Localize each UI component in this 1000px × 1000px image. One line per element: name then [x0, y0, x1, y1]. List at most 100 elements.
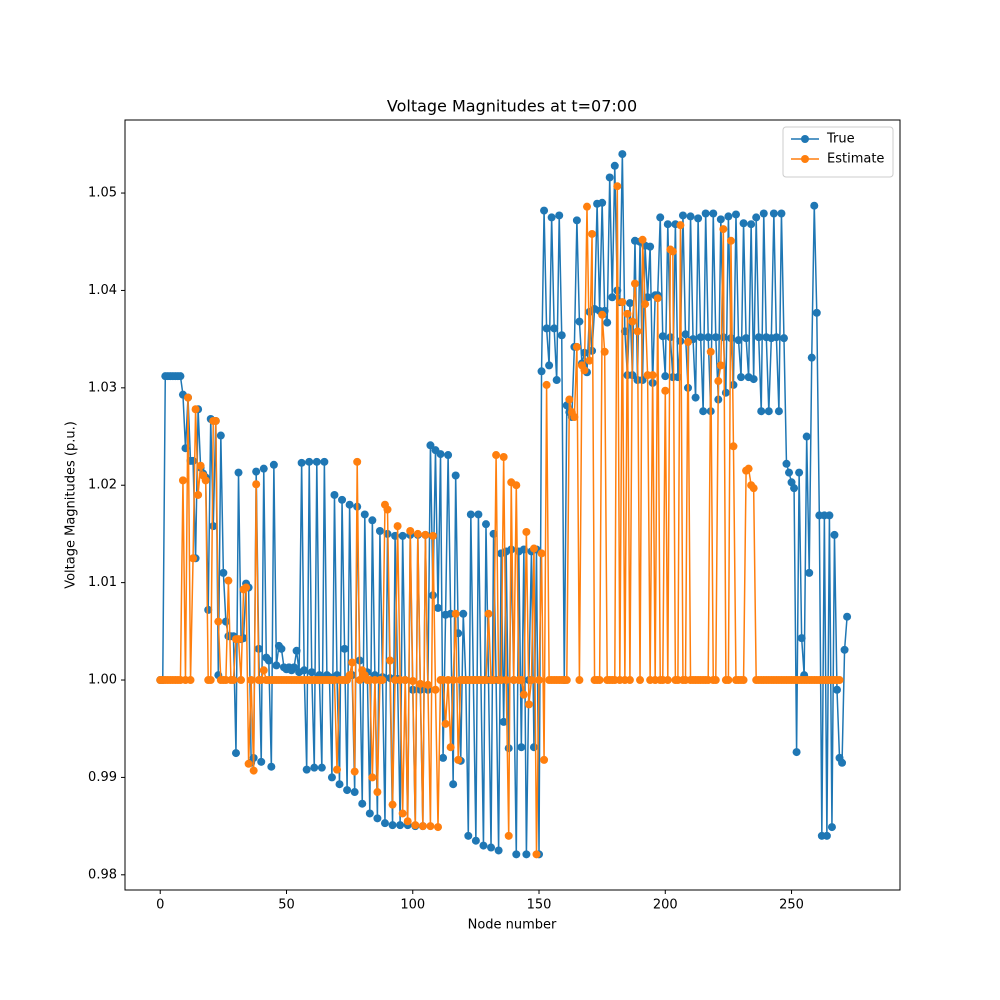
data-point	[338, 495, 347, 504]
data-point	[777, 209, 786, 218]
data-point	[572, 342, 581, 351]
data-point	[403, 817, 412, 826]
data-point	[444, 451, 453, 460]
data-point	[790, 484, 799, 493]
data-point	[668, 247, 677, 256]
y-tick-label: 1.01	[88, 575, 117, 590]
data-point	[454, 755, 463, 764]
data-point	[451, 609, 460, 618]
data-point	[711, 676, 720, 685]
data-point	[418, 822, 427, 831]
data-point	[186, 676, 195, 685]
data-point	[724, 676, 733, 685]
y-tick-label: 0.98	[88, 867, 117, 882]
data-point	[426, 822, 435, 831]
data-point	[628, 317, 637, 326]
data-point	[686, 212, 695, 221]
data-point	[774, 407, 783, 416]
data-point	[330, 490, 339, 499]
data-point	[449, 676, 458, 685]
data-point	[757, 407, 766, 416]
data-point	[694, 214, 703, 223]
data-point	[656, 213, 665, 222]
data-point	[300, 666, 309, 675]
data-point	[434, 603, 443, 612]
data-point	[719, 225, 728, 234]
data-point	[618, 298, 627, 307]
data-point	[176, 372, 185, 381]
data-point	[466, 510, 475, 519]
data-point	[431, 685, 440, 694]
data-point	[769, 209, 778, 218]
data-point	[711, 333, 720, 342]
data-point	[257, 757, 266, 766]
x-tick-label: 250	[779, 898, 804, 913]
legend-marker	[801, 155, 809, 163]
data-point	[731, 210, 740, 219]
data-point	[441, 719, 450, 728]
data-point	[608, 293, 617, 302]
data-point	[807, 353, 816, 362]
data-point	[264, 656, 273, 665]
data-point	[401, 676, 410, 685]
data-point	[759, 209, 768, 218]
data-point	[610, 161, 619, 170]
data-point	[661, 386, 670, 395]
data-point	[663, 676, 672, 685]
data-point	[393, 522, 402, 531]
data-point	[598, 198, 607, 207]
data-point	[678, 211, 687, 220]
data-point	[214, 617, 223, 626]
data-point	[729, 442, 738, 451]
data-point	[269, 460, 278, 469]
y-tick-label: 0.99	[88, 770, 117, 785]
data-point	[522, 850, 531, 859]
data-point	[416, 679, 425, 688]
data-point	[724, 212, 733, 221]
data-point	[365, 809, 374, 818]
data-point	[805, 568, 814, 577]
data-point	[843, 612, 852, 621]
legend-marker	[801, 135, 809, 143]
data-point	[375, 527, 384, 536]
data-point	[408, 676, 417, 685]
data-point	[588, 229, 597, 238]
data-point	[451, 471, 460, 480]
data-point	[747, 220, 756, 229]
data-point	[434, 823, 443, 832]
data-point	[249, 766, 258, 775]
x-tick-label: 100	[400, 898, 425, 913]
data-point	[252, 480, 261, 489]
data-point	[446, 743, 455, 752]
data-point	[224, 576, 233, 585]
data-point	[630, 279, 639, 288]
data-point	[726, 236, 735, 245]
data-point	[721, 388, 730, 397]
data-point	[739, 676, 748, 685]
data-point	[613, 182, 622, 191]
data-point	[481, 520, 490, 529]
data-point	[582, 202, 591, 211]
data-point	[625, 676, 634, 685]
data-point	[537, 367, 546, 376]
data-point	[598, 310, 607, 319]
data-point	[716, 215, 725, 224]
data-point	[545, 361, 554, 370]
data-point	[575, 676, 584, 685]
data-point	[194, 490, 203, 499]
data-point	[595, 676, 604, 685]
data-point	[603, 318, 612, 327]
data-point	[259, 666, 268, 675]
data-point	[709, 209, 718, 218]
data-point	[835, 676, 844, 685]
data-point	[378, 676, 387, 685]
data-point	[749, 484, 758, 493]
data-point	[524, 700, 533, 709]
plot-frame	[124, 119, 901, 891]
data-point	[355, 676, 364, 685]
data-point	[189, 456, 198, 465]
data-point	[428, 531, 437, 540]
data-point	[332, 765, 341, 774]
data-point	[737, 373, 746, 382]
data-point	[519, 690, 528, 699]
